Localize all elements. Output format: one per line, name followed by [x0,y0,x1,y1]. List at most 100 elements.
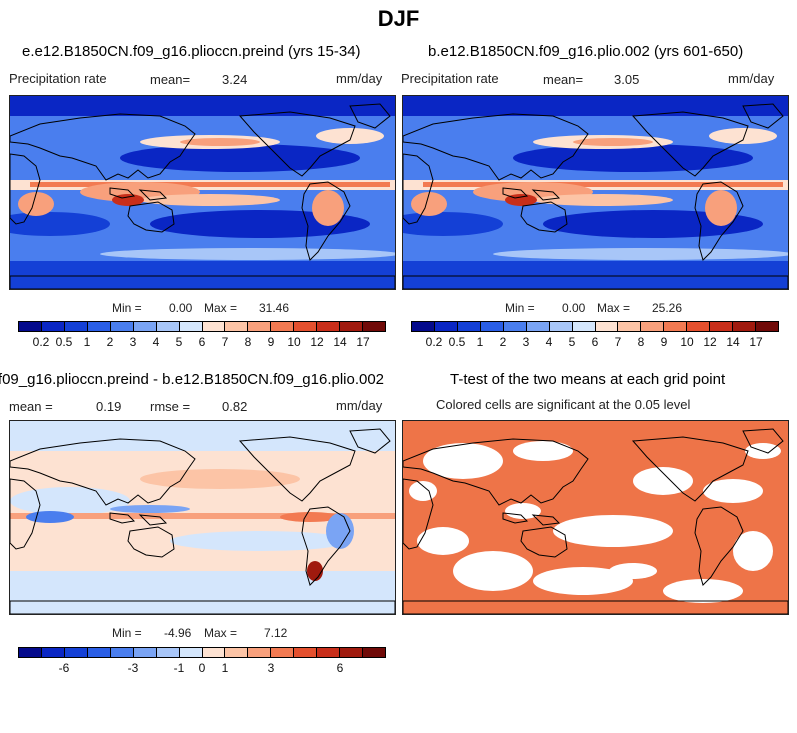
colorbar-swatch [110,322,134,331]
colorbar-swatch [271,322,295,331]
panel-3-map [9,420,396,615]
colorbar-tick-label: 17 [356,335,370,349]
colorbar-tick-label: 1 [83,335,91,349]
colorbar-swatch [363,322,385,331]
panel-3-units: mm/day [336,398,383,413]
colorbar-swatch [503,322,527,331]
panel-2-variable: Precipitation rate [401,71,499,86]
panel-1-units: mm/day [336,71,383,86]
colorbar-swatch [733,322,757,331]
colorbar-swatch [687,322,711,331]
colorbar-swatch [225,648,249,657]
panel-3-title-wrap: e.e12.B1850CN.f09_g16.plioccn.preind - b… [0,371,460,388]
colorbar-tick-label: 7 [614,335,622,349]
colorbar-swatch [225,322,249,331]
colorbar-swatch [412,322,435,331]
colorbar-swatch [271,648,295,657]
panel-2-map [402,95,789,290]
panel-1-map [9,95,396,290]
colorbar-swatch [756,322,778,331]
colorbar-tick-label: 2 [106,335,114,349]
colorbar-swatch [156,322,180,331]
panel-3-rmse-value: 0.82 [222,399,248,414]
panel-1-mean-label: mean= [150,72,191,87]
colorbar-tick-label: 6 [591,335,599,349]
colorbar-tick-label: 5 [568,335,576,349]
panel-2-max-label: Max = [597,301,631,315]
colorbar-tick-label: -3 [127,661,139,675]
colorbar-tick-label: 3 [522,335,530,349]
colorbar-swatch [294,322,318,331]
panel-4-map [402,420,789,615]
colorbar-swatch [618,322,642,331]
colorbar-swatch [480,322,504,331]
panel-3-rmse-label: rmse = [150,399,191,414]
colorbar-swatches [18,647,386,658]
colorbar-swatch [248,648,272,657]
colorbar-tick-label: 3 [267,661,275,675]
colorbar-swatch [110,648,134,657]
colorbar-tick-label: 14 [726,335,740,349]
panel-2-max-value: 25.26 [652,301,683,315]
colorbar-tick-label: 12 [703,335,717,349]
panel-2-units: mm/day [728,71,775,86]
colorbar-tick-label: 14 [333,335,347,349]
colorbar-swatch [549,322,573,331]
colorbar-tick-label: 6 [198,335,206,349]
colorbar-tick-label: 12 [310,335,324,349]
colorbar-swatch [641,322,665,331]
colorbar-swatch [526,322,550,331]
colorbar-tick-label: 8 [244,335,252,349]
colorbar-tick-label: 6 [336,661,344,675]
colorbar-tick-label: 1 [221,661,229,675]
colorbar-swatch [133,648,157,657]
panel-1-max-label: Max = [204,301,238,315]
panel-1-colorbar: 0.2 0.5 1 2 3 4 5 6 7 8 9 10 12 14 17 [18,321,386,351]
panel-2-min-value: 0.00 [562,301,586,315]
colorbar-tick-label: 5 [175,335,183,349]
colorbar-tick-label: 9 [660,335,668,349]
panel-3-mean-value: 0.19 [96,399,122,414]
colorbar-swatch [572,322,596,331]
panel-2-mean-value: 3.05 [614,72,640,87]
colorbar-swatch [595,322,619,331]
panel-2-title: b.e12.B1850CN.f09_g16.plio.002 (yrs 601-… [428,43,744,60]
colorbar-swatch [340,648,364,657]
panel-4-subtitle: Colored cells are significant at the 0.0… [436,397,691,412]
colorbar-swatch [340,322,364,331]
panel-1-title: e.e12.B1850CN.f09_g16.plioccn.preind (yr… [22,43,361,60]
panel-1-variable: Precipitation rate [9,71,107,86]
colorbar-swatch [248,322,272,331]
colorbar-swatch [317,648,341,657]
panel-3-min-value: -4.96 [164,626,192,640]
colorbar-swatch [41,648,65,657]
colorbar-tick-label: 4 [545,335,553,349]
figure-title: DJF [377,6,420,31]
colorbar-swatch [179,322,203,331]
panel-2-colorbar: 0.2 0.5 1 2 3 4 5 6 7 8 9 10 12 14 17 [411,321,779,351]
panel-3-min-label: Min = [112,626,142,640]
colorbar-swatch [317,322,341,331]
colorbar-swatch [202,648,226,657]
colorbar-swatch [294,648,318,657]
colorbar-tick-label: 0.2 [32,335,50,349]
colorbar-tick-label: -6 [58,661,70,675]
colorbar-tick-label: 4 [152,335,160,349]
colorbar-tick-label: 10 [287,335,301,349]
colorbar-swatch [19,322,42,331]
panel-3-max-label: Max = [204,626,238,640]
colorbar-swatch [179,648,203,657]
panel-1-max-value: 31.46 [259,301,290,315]
colorbar-swatches [18,321,386,332]
colorbar-swatch [710,322,734,331]
colorbar-tick-label: 0.2 [425,335,443,349]
panel-1-mean-value: 3.24 [222,72,248,87]
colorbar-tick-label: 0 [198,661,206,675]
colorbar-swatch [64,322,88,331]
colorbar-swatch [87,322,111,331]
colorbar-swatch [64,648,88,657]
panel-4-title: T-test of the two means at each grid poi… [450,371,726,388]
colorbar-swatch [457,322,481,331]
colorbar-tick-label: -1 [173,661,185,675]
colorbar-swatch [202,322,226,331]
